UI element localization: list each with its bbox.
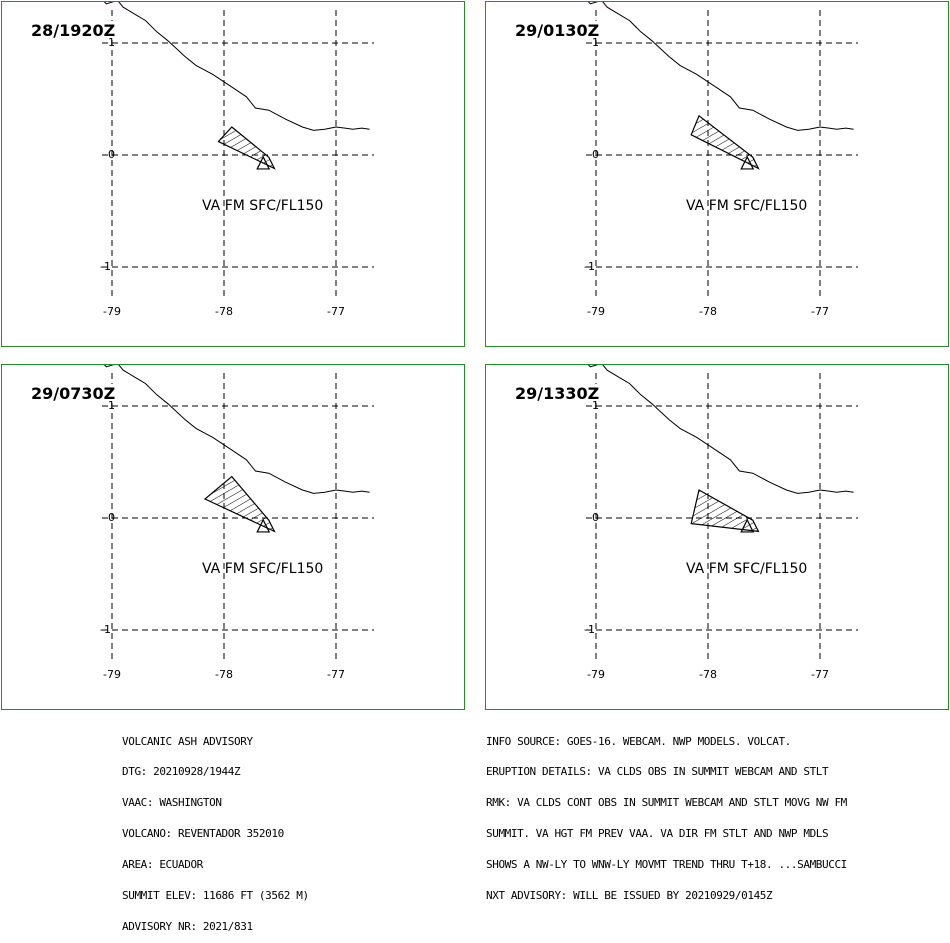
longitude-label: -77 — [327, 668, 345, 681]
latitude-label: 0 — [108, 511, 115, 524]
longitude-label: -78 — [215, 668, 233, 681]
longitude-label: -78 — [699, 668, 717, 681]
border-line — [103, 365, 370, 494]
latitude-label: -1 — [584, 623, 595, 636]
longitude-label: -77 — [811, 305, 829, 318]
advisory-left-block: VOLCANIC ASH ADVISORY DTG: 20210928/1944… — [122, 716, 309, 943]
advisory-line: NXT ADVISORY: WILL BE ISSUED BY 20210929… — [486, 889, 773, 903]
volcano-icon — [740, 518, 755, 533]
map-canvas — [586, 2, 858, 299]
longitude-label: -77 — [811, 668, 829, 681]
latitude-label: 1 — [108, 399, 115, 412]
ash-cloud-polygon — [203, 475, 276, 533]
ash-cloud-polygon — [217, 126, 276, 170]
border-line — [587, 2, 854, 131]
panel-time-label: 29/0730Z — [31, 384, 116, 403]
latitude-label: 0 — [108, 148, 115, 161]
map-canvas — [586, 365, 858, 662]
map-panel: 29/0730Z VA FM SFC/FL150 1 0 -1 -79 -78 -77 — [1, 364, 465, 710]
panel-time-label: 28/1920Z — [31, 21, 116, 40]
latitude-label: -1 — [100, 623, 111, 636]
longitude-label: -77 — [327, 305, 345, 318]
map-panel: 29/0130Z VA FM SFC/FL150 1 0 -1 -79 -78 -77 — [485, 1, 949, 347]
longitude-label: -79 — [103, 668, 121, 681]
latitude-label: 0 — [592, 511, 599, 524]
advisory-line: SUMMIT ELEV: 11686 FT (3562 M) — [122, 889, 309, 903]
longitude-label: -78 — [699, 305, 717, 318]
advisory-line: ADVISORY NR: 2021/831 — [122, 919, 253, 933]
latitude-label: 0 — [592, 148, 599, 161]
advisory-line: AREA: ECUADOR — [122, 858, 203, 872]
map-canvas — [102, 365, 374, 662]
advisory-right-block: INFO SOURCE: GOES-16. WEBCAM. NWP MODELS… — [486, 716, 847, 912]
map-panel: 28/1920Z VA FM SFC/FL150 1 0 -1 -79 -78 -77 — [1, 1, 465, 347]
latitude-label: 1 — [592, 399, 599, 412]
longitude-label: -78 — [215, 305, 233, 318]
ash-altitude-label: VA FM SFC/FL150 — [202, 198, 324, 214]
border-line — [103, 2, 370, 131]
panel-time-label: 29/1330Z — [515, 384, 600, 403]
longitude-label: -79 — [587, 668, 605, 681]
map-canvas — [102, 2, 374, 299]
advisory-line: DTG: 20210928/1944Z — [122, 765, 241, 779]
volcano-icon — [740, 155, 755, 170]
ash-altitude-label: VA FM SFC/FL150 — [686, 561, 808, 577]
advisory-line: INFO SOURCE: GOES-16. WEBCAM. NWP MODELS… — [486, 734, 791, 748]
border-line — [587, 365, 854, 494]
ash-cloud-polygon — [690, 114, 760, 170]
advisory-line: SHOWS A NW-LY TO WNW-LY MOVMT TREND THRU… — [486, 858, 847, 872]
ash-altitude-label: VA FM SFC/FL150 — [202, 561, 324, 577]
advisory-line: ERUPTION DETAILS: VA CLDS OBS IN SUMMIT … — [486, 765, 829, 779]
ash-altitude-label: VA FM SFC/FL150 — [686, 198, 808, 214]
advisory-line: VOLCANO: REVENTADOR 352010 — [122, 827, 284, 841]
longitude-label: -79 — [587, 305, 605, 318]
latitude-label: 1 — [108, 36, 115, 49]
longitude-label: -79 — [103, 305, 121, 318]
panel-time-label: 29/0130Z — [515, 21, 600, 40]
advisory-line: RMK: VA CLDS CONT OBS IN SUMMIT WEBCAM A… — [486, 796, 847, 810]
map-panel: 29/1330Z VA FM SFC/FL150 1 0 -1 -79 -78 -77 — [485, 364, 949, 710]
advisory-line: SUMMIT. VA HGT FM PREV VAA. VA DIR FM ST… — [486, 827, 829, 841]
volcano-icon — [256, 518, 271, 533]
latitude-label: -1 — [100, 260, 111, 273]
advisory-line: VOLCANIC ASH ADVISORY — [122, 734, 253, 748]
latitude-label: 1 — [592, 36, 599, 49]
ash-cloud-polygon — [690, 489, 760, 533]
volcano-icon — [256, 155, 271, 170]
latitude-label: -1 — [584, 260, 595, 273]
advisory-line: VAAC: WASHINGTON — [122, 796, 222, 810]
